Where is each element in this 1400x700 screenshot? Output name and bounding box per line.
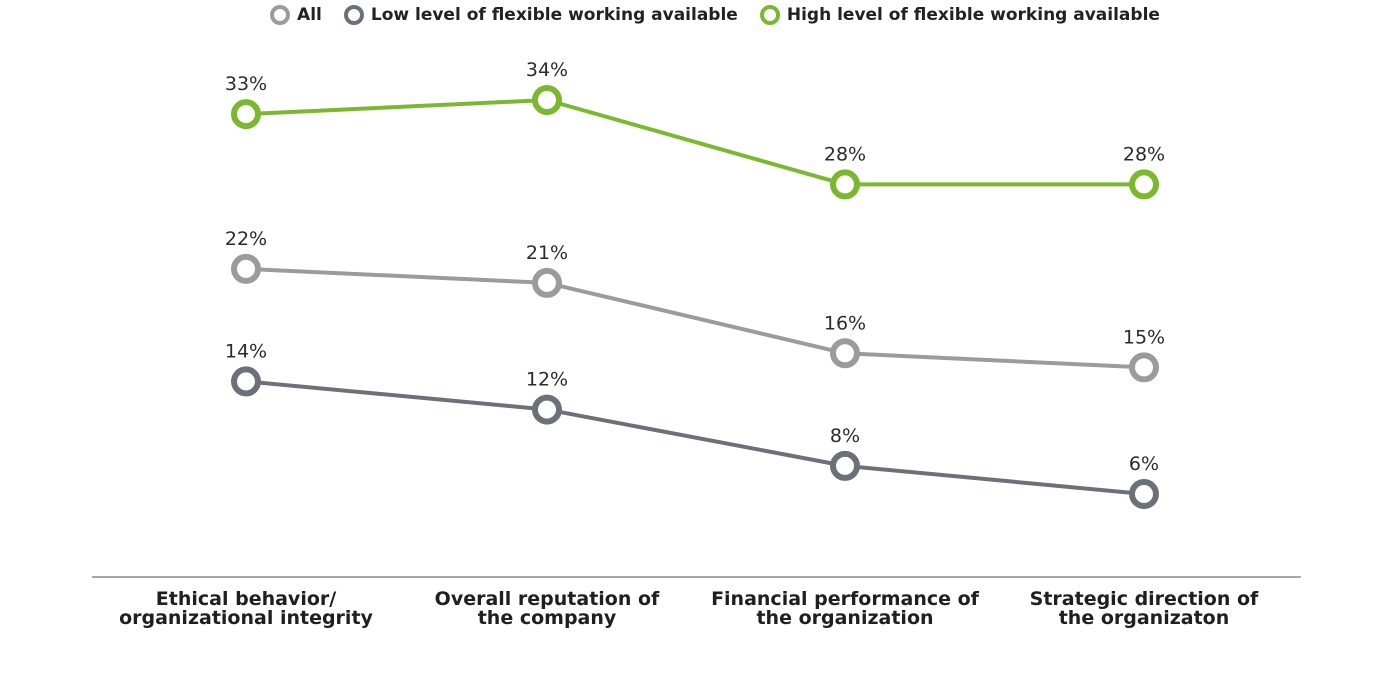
legend-item-high: High level of flexible working available bbox=[759, 5, 1160, 25]
data-point-all bbox=[231, 253, 261, 284]
category-label-financial: Financial performance of the organizatio… bbox=[711, 588, 979, 629]
data-label-all: 21% bbox=[526, 242, 568, 264]
data-point-low bbox=[231, 366, 261, 397]
data-label-all: 22% bbox=[225, 228, 267, 250]
data-point-high bbox=[830, 169, 860, 200]
data-label-low: 12% bbox=[526, 369, 568, 391]
series-layer: 22% 21% 16% 15% 14% 12% 8% 6% 33% 34% 28% 28% bbox=[225, 59, 1165, 509]
category-label-ethical: Ethical behavior/ organizational integri… bbox=[119, 588, 373, 629]
data-point-low bbox=[532, 394, 562, 425]
series-line-low bbox=[245, 379, 1145, 496]
data-label-all: 16% bbox=[824, 312, 866, 334]
series-line-high bbox=[245, 98, 1144, 187]
data-label-low: 8% bbox=[830, 425, 860, 447]
category-label-reputation: Overall reputation of the company bbox=[434, 588, 660, 629]
data-label-high: 34% bbox=[526, 59, 568, 81]
legend-label-all: All bbox=[297, 5, 322, 25]
data-point-all bbox=[532, 267, 562, 298]
data-point-all bbox=[1129, 352, 1159, 383]
data-label-all: 15% bbox=[1123, 326, 1165, 348]
data-point-all bbox=[830, 338, 860, 369]
legend-marker-low bbox=[343, 5, 364, 25]
data-label-high: 28% bbox=[1123, 143, 1165, 165]
data-point-high bbox=[532, 85, 562, 115]
legend-marker-all bbox=[270, 5, 291, 25]
data-point-high bbox=[1129, 169, 1159, 200]
data-label-low: 6% bbox=[1129, 453, 1159, 475]
data-label-high: 28% bbox=[824, 143, 866, 165]
data-label-high: 33% bbox=[225, 73, 267, 95]
legend-label-low: Low level of flexible working available bbox=[370, 5, 738, 25]
legend-item-low: Low level of flexible working available bbox=[343, 5, 738, 25]
legend-item-all: All bbox=[270, 5, 322, 25]
data-point-low bbox=[830, 450, 860, 481]
data-point-low bbox=[1129, 479, 1159, 509]
series-line-all bbox=[245, 266, 1145, 370]
data-label-low: 14% bbox=[225, 340, 267, 362]
legend: All Low level of flexible working availa… bbox=[0, 0, 1400, 30]
data-point-high bbox=[231, 99, 261, 130]
legend-label-high: High level of flexible working available bbox=[786, 5, 1160, 25]
category-label-strategic: Strategic direction of the organizaton bbox=[1029, 588, 1259, 629]
legend-marker-high bbox=[759, 5, 780, 25]
